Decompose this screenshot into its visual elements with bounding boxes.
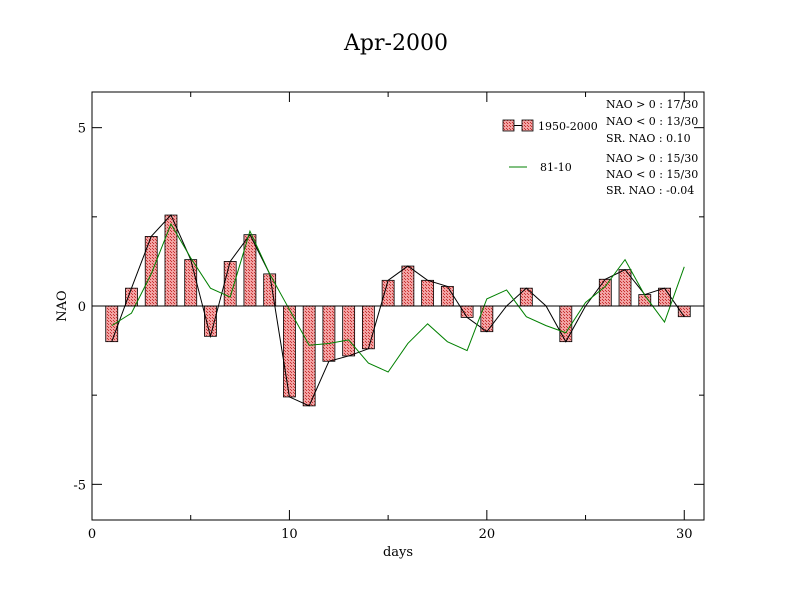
bar-day-18 — [440, 285, 454, 307]
bar-day-4 — [164, 214, 178, 307]
line-layer — [111, 214, 685, 407]
bar-day-16 — [401, 265, 415, 307]
stat-8110-negative: NAO < 0 : 15/30 — [606, 168, 698, 181]
legend: 1950-2000 81-10 NAO > 0 : 17/30 NAO < 0 … — [502, 98, 698, 197]
bar-day-29 — [658, 287, 671, 307]
bar-day-14 — [361, 305, 375, 350]
bar-day-5 — [184, 259, 198, 307]
chart-title: Apr-2000 — [343, 31, 448, 56]
bar-day-22 — [519, 287, 533, 307]
legend-bar-swatch-left — [502, 119, 515, 132]
stat-1950-sr: SR. NAO : 0.10 — [606, 132, 691, 145]
series-1950-2000-line — [111, 214, 685, 407]
stat-8110-positive: NAO > 0 : 15/30 — [606, 152, 698, 165]
x-tick-label-20: 20 — [479, 527, 496, 542]
x-tick-label-0: 0 — [88, 527, 96, 542]
legend-label-81-10: 81-10 — [540, 161, 572, 174]
bar-day-11 — [302, 305, 316, 407]
series-81-10-line — [111, 222, 685, 373]
bar-day-2 — [125, 287, 138, 307]
stat-8110-sr: SR. NAO : -0.04 — [606, 184, 694, 197]
bar-day-13 — [342, 305, 356, 357]
bar-day-12 — [322, 305, 336, 362]
y-tick-label-5: 5 — [78, 122, 86, 137]
bar-day-24 — [559, 305, 573, 343]
x-tick-label-10: 10 — [281, 527, 298, 542]
ticks-layer: 0 10 20 30 -5 0 5 — [73, 92, 704, 542]
x-axis-title: days — [383, 545, 413, 560]
bar-day-10 — [283, 305, 296, 398]
y-axis-title: NAO — [55, 290, 70, 321]
x-tick-label-30: 30 — [676, 527, 693, 542]
bar-day-1 — [105, 305, 119, 343]
stat-1950-positive: NAO > 0 : 17/30 — [606, 98, 698, 111]
y-tick-label-0: 0 — [78, 300, 86, 315]
bars-layer — [105, 214, 691, 407]
bar-day-17 — [421, 279, 435, 307]
legend-bar-swatch-right — [521, 119, 534, 132]
y-tick-label--5: -5 — [73, 478, 86, 493]
bar-day-26 — [598, 278, 612, 307]
legend-label-1950-2000: 1950-2000 — [538, 120, 598, 133]
stat-1950-negative: NAO < 0 : 13/30 — [606, 115, 698, 128]
